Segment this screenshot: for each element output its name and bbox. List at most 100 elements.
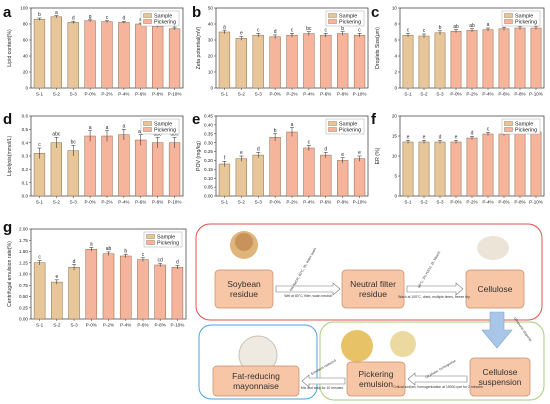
y-tick-label: 20 [208, 54, 214, 59]
bar [218, 163, 231, 197]
bar [168, 142, 181, 197]
bar [102, 253, 115, 320]
bar [418, 35, 430, 89]
bar [168, 28, 181, 89]
significance-letter: e [407, 135, 410, 141]
pickering-emulsion-photo-1 [341, 330, 373, 362]
chart-panel-g: g 0.00 0.25 0.50 0.75 1.00 1.25 1.50 1.75 2.00 Cen… [3, 219, 187, 328]
bar [101, 21, 113, 89]
y-tick-label: 0 [210, 86, 213, 91]
y-tick-label: 15 [392, 134, 398, 139]
x-tick-label: S-1 [36, 200, 44, 205]
bar [252, 154, 264, 197]
bar [402, 34, 414, 89]
y-tick-label: 40 [23, 54, 29, 59]
bar [530, 27, 542, 89]
box-label-suspension: suspension [478, 377, 521, 387]
neutral-filter-residue-box [341, 269, 405, 309]
x-tick-label: P-0% [269, 92, 280, 97]
bar [466, 30, 478, 89]
cellulose-photo [477, 236, 509, 260]
significance-letter: b [38, 12, 41, 18]
chart-panel-d: d 0.0 0.1 0.2 0.3 0.4 0.5 0.6 Lipolysis(mmol/L) c… [3, 111, 184, 205]
x-tick-label: S-1 [221, 92, 229, 97]
chart-panel-e: e 0.00 0.05 0.10 0.15 0.20 0.25 0.30 0.35 0.40 0.4… [192, 111, 369, 205]
legend-label-sample: Sample [339, 14, 357, 20]
significance-letter: ab [453, 24, 459, 30]
box-label-mayonnaise: mayonnaise [233, 381, 279, 391]
legend-label-sample: Sample [339, 122, 357, 128]
y-tick-label: 0.6 [22, 114, 29, 119]
bar [84, 20, 96, 89]
x-tick-label: S-2 [420, 92, 428, 97]
bar [286, 34, 298, 89]
significance-letter: e [240, 150, 243, 156]
legend-label-pickering: Pickering [339, 20, 361, 26]
significance-letter: c [487, 127, 490, 133]
y-tick-label: 6 [394, 38, 397, 43]
x-tick-label: S-3 [255, 200, 263, 205]
bar [171, 267, 184, 320]
box-label-mayonnaise: Fat-reducing [232, 371, 280, 381]
y-tick-label: 0.75 [19, 283, 28, 288]
y-axis-label: Zeta potential(mV) [196, 26, 202, 69]
y-tick-label: 4 [394, 54, 397, 59]
legend-swatch-sample [143, 13, 152, 18]
x-tick-label: P-0% [86, 323, 97, 328]
significance-letter: e [240, 31, 243, 37]
legend-label-sample: Sample [515, 14, 533, 20]
y-tick-label: 60 [23, 38, 29, 43]
note-step-4b: Critical sodium, homogenization at 15000… [393, 385, 483, 389]
bar [320, 34, 332, 89]
y-axis-label: ER (%) [375, 147, 381, 164]
arrow-neutral-to-cellulose [406, 282, 464, 296]
bar [135, 139, 147, 197]
panel-letter: a [3, 4, 12, 21]
x-tick-label: P-6% [320, 92, 331, 97]
y-tick-label: 1.00 [19, 272, 28, 277]
bar [353, 34, 366, 89]
y-tick-label: 1.75 [19, 238, 28, 243]
x-tick-label: P-4% [118, 92, 129, 97]
significance-letter: abc [154, 132, 163, 138]
x-tick-label: P-4% [303, 92, 314, 97]
y-tick-label: 2 [394, 70, 397, 75]
bar [50, 142, 62, 197]
x-tick-label: S-3 [70, 200, 78, 205]
arrow-pickering-to-mayonnaise [301, 374, 346, 388]
legend-swatch-pickering [146, 240, 155, 245]
x-tick-label: P-2% [286, 92, 297, 97]
x-tick-label: P-10% [529, 92, 543, 97]
arrow-soybean-to-neutral [275, 282, 341, 296]
x-tick-label: P-6% [498, 92, 509, 97]
x-tick-label: P-4% [482, 200, 493, 205]
x-tick-label: S-2 [53, 200, 61, 205]
bar [434, 141, 446, 197]
x-tick-label: S-1 [404, 200, 412, 205]
x-tick-label: P-10% [170, 323, 184, 328]
significance-letter: ab [469, 23, 475, 29]
x-tick-label: P-0% [450, 200, 461, 205]
y-axis-label: POV (mg/kg) [196, 141, 202, 171]
legend-swatch-pickering [143, 127, 152, 132]
bar [33, 153, 46, 197]
y-tick-label: 1.25 [19, 260, 28, 265]
panel-letter: c [371, 4, 379, 21]
bar [152, 26, 164, 89]
y-tick-label: 0.25 [19, 305, 28, 310]
x-tick-label: P-10% [353, 92, 367, 97]
bar [218, 31, 231, 89]
x-tick-label: S-3 [436, 200, 444, 205]
significance-letter: a [487, 22, 490, 28]
significance-letter: c [308, 140, 311, 146]
chart-panel-f: f 0 5 10 15 20 ER (%) e S-1 e S-2 d S-3 e P-0% d P-2% c P-… [371, 111, 545, 205]
x-tick-label: P-8% [152, 200, 163, 205]
y-axis-label: Lipid content(%) [7, 29, 13, 67]
significance-letter: c [38, 255, 41, 261]
bar [152, 142, 164, 197]
x-tick-label: P-6% [320, 200, 331, 205]
y-tick-label: 0.0 [22, 194, 29, 199]
significance-letter: a [90, 242, 93, 248]
soybean-residue-photo-shade [235, 233, 253, 251]
